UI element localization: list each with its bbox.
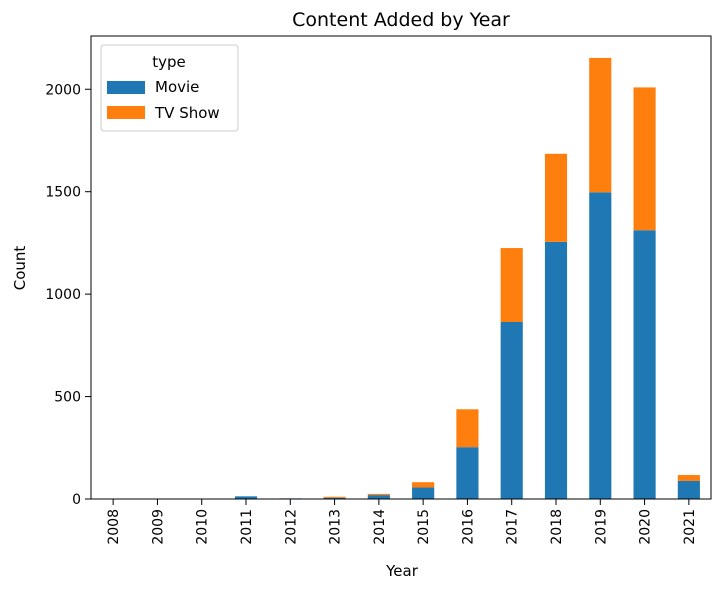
bar-movie-2021 [677, 480, 700, 499]
x-tick-label-2010: 2010 [195, 509, 211, 545]
bar-tv-show-2021 [677, 475, 700, 481]
plot-frame [90, 35, 712, 500]
y-tick-label: 500 [54, 390, 81, 406]
y-axis: 0 500 1000 1500 2000 [45, 82, 91, 508]
bar-tv-show-2016 [456, 409, 479, 448]
chart-title: Content Added by Year [292, 9, 510, 31]
bar-movie-2018 [544, 241, 568, 499]
x-tick-label-2015: 2015 [416, 509, 432, 545]
bar-movie-2015 [412, 487, 435, 499]
bar-tv-show-2013 [323, 496, 346, 498]
x-tick-label-2020: 2020 [638, 509, 654, 545]
y-tick-label: 2000 [45, 82, 81, 98]
y-tick-label: 0 [72, 492, 81, 508]
bar-tv-show-2014 [367, 493, 390, 496]
y-axis-label: Count [11, 246, 29, 291]
x-tick-label-2009: 2009 [150, 509, 166, 545]
x-tick-label-2018: 2018 [549, 509, 565, 545]
legend: type Movie TV Show [100, 44, 239, 132]
x-tick-label-2008: 2008 [106, 509, 122, 545]
bar-tv-show-2019 [589, 57, 612, 193]
bar-tv-show-2015 [412, 482, 435, 488]
x-tick-label-2014: 2014 [372, 509, 388, 545]
legend-swatch-movie [107, 81, 145, 94]
bar-movie-2013 [323, 497, 346, 499]
x-tick-label-2016: 2016 [460, 509, 476, 545]
x-tick-label-2011: 2011 [239, 509, 255, 545]
bars-layer [102, 57, 700, 500]
legend-label-tv-show: TV Show [154, 104, 220, 122]
x-tick-label-2017: 2017 [505, 509, 521, 545]
x-tick-label-2013: 2013 [328, 509, 344, 545]
bar-movie-2016 [456, 447, 479, 499]
x-axis-label: Year [385, 562, 419, 580]
bar-movie-2011 [234, 496, 258, 499]
x-tick-label-2012: 2012 [283, 509, 299, 545]
legend-swatch-tv-show [107, 106, 145, 119]
x-axis: 2008 2009 2010 2011 2012 2013 2014 2015 2016 2017… [106, 499, 698, 545]
bar-tv-show-2017 [500, 248, 523, 322]
y-tick-label: 1000 [45, 287, 81, 303]
y-tick-label: 1500 [45, 185, 81, 201]
bar-tv-show-2018 [544, 153, 568, 242]
bar-movie-2019 [589, 192, 612, 499]
bar-movie-2014 [367, 495, 390, 499]
bar-movie-2020 [633, 230, 656, 499]
legend-title: type [152, 53, 186, 71]
legend-label-movie: Movie [155, 78, 199, 96]
x-tick-label-2019: 2019 [593, 509, 609, 545]
bar-tv-show-2020 [633, 87, 656, 231]
bar-movie-2017 [500, 321, 523, 499]
x-tick-label-2021: 2021 [682, 509, 698, 545]
